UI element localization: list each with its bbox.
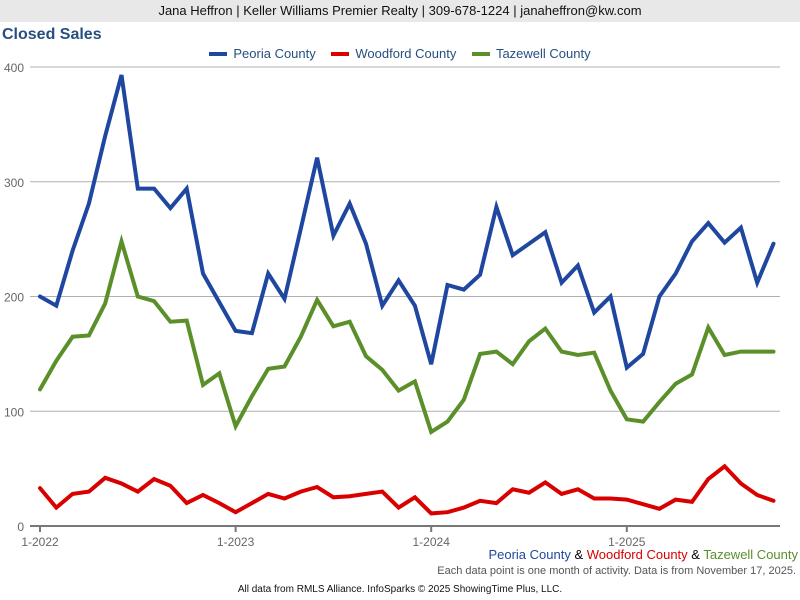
chart-legend: Peoria County Woodford County Tazewell C… — [0, 46, 800, 61]
legend-label: Woodford County — [355, 46, 457, 61]
legend-item-woodford[interactable]: Woodford County — [331, 46, 456, 61]
data-note: Each data point is one month of activity… — [437, 565, 796, 577]
legend-item-peoria[interactable]: Peoria County — [209, 46, 316, 61]
chart-title: Closed Sales — [2, 26, 102, 43]
series-line-peoria-county — [38, 74, 776, 372]
series-line-tazewell-county — [38, 233, 776, 435]
legend-item-tazewell[interactable]: Tazewell County — [471, 46, 591, 61]
footer-credit: All data from RMLS Alliance. InfoSparks … — [237, 584, 563, 595]
y-tick-label: 0 — [17, 520, 24, 534]
legend-swatch — [209, 51, 228, 56]
legend-swatch — [471, 51, 490, 56]
x-tick-label: 1-2025 — [608, 535, 646, 549]
y-tick-label: 400 — [4, 61, 24, 75]
chart-subtitle: Peoria County & Woodford County & Tazewe… — [488, 547, 798, 562]
subtitle-peoria: Peoria County — [488, 547, 571, 562]
legend-label: Peoria County — [233, 46, 316, 61]
subtitle-sep: & — [570, 547, 587, 562]
legend-label: Tazewell County — [495, 46, 591, 61]
y-tick-label: 200 — [4, 291, 24, 305]
y-tick-label: 100 — [4, 405, 24, 419]
y-tick-label: 300 — [4, 176, 24, 190]
legend-swatch — [331, 51, 350, 56]
subtitle-sep: & — [687, 547, 704, 562]
x-tick-label: 1-2022 — [21, 535, 59, 549]
x-tick-label: 1-2024 — [413, 535, 451, 549]
series-line-woodford-county — [38, 463, 776, 516]
agent-contact-header: Jana Heffron | Keller Williams Premier R… — [0, 0, 800, 22]
x-tick-label: 1-2023 — [217, 535, 255, 549]
subtitle-tazewell: Tazewell County — [703, 547, 798, 562]
subtitle-woodford: Woodford County — [586, 547, 688, 562]
